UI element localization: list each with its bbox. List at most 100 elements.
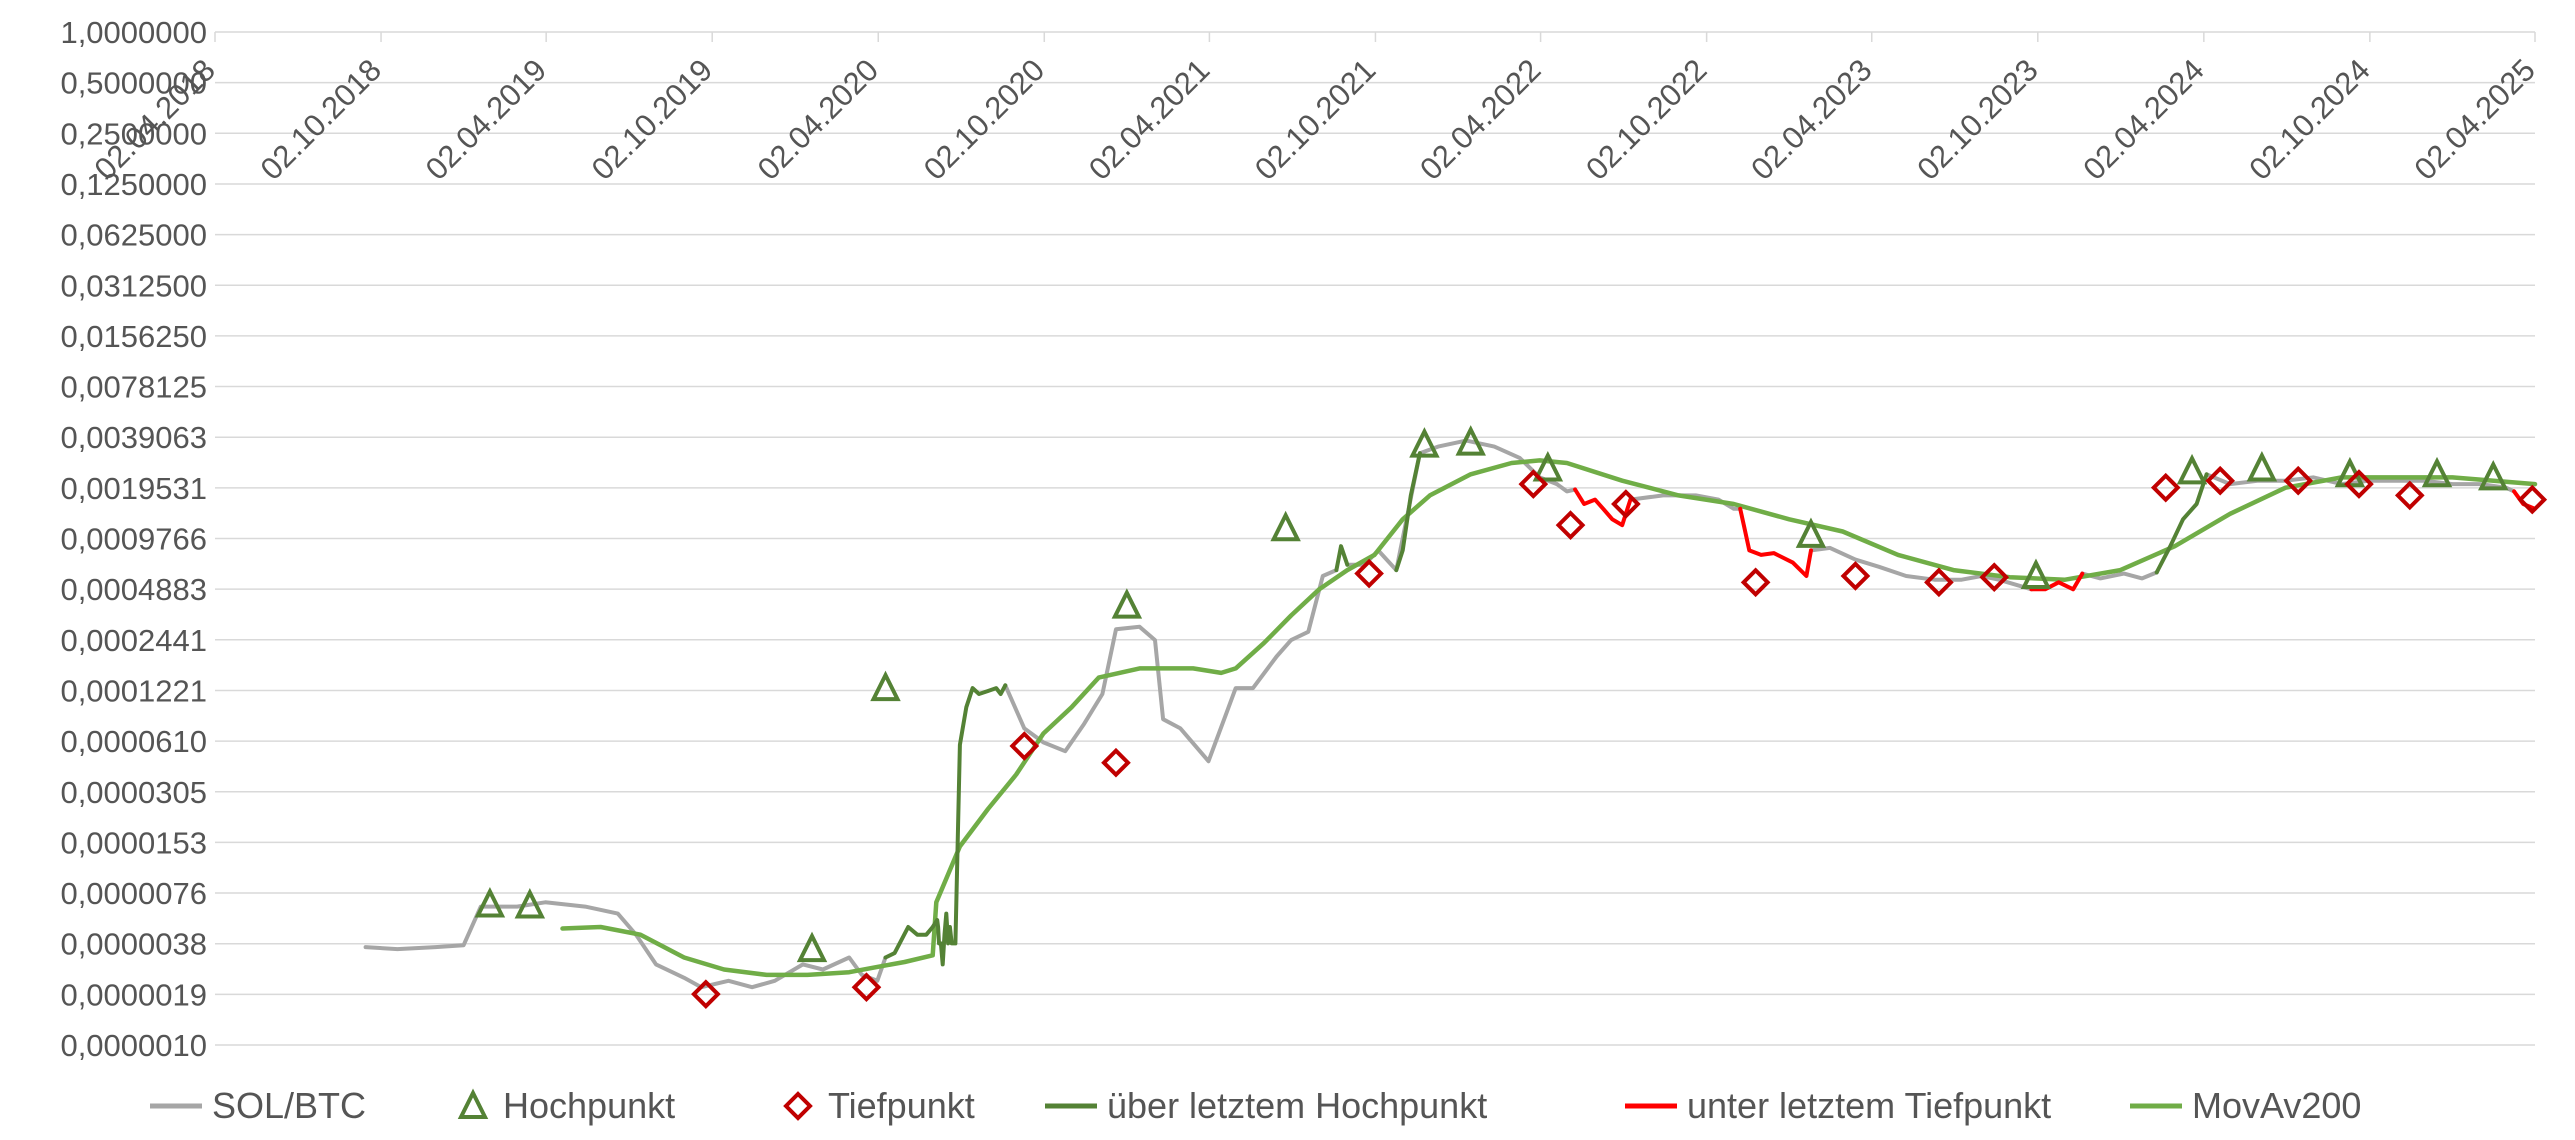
low-point-marker bbox=[1518, 469, 1549, 499]
x-tick-label: 02.10.2024 bbox=[2242, 52, 2376, 186]
low-point-marker bbox=[2344, 469, 2374, 499]
series-line-below-low bbox=[2029, 571, 2085, 592]
low-point-marker bbox=[1924, 567, 1954, 598]
low-point-marker bbox=[1740, 567, 1771, 598]
high-point-marker bbox=[1409, 427, 1440, 458]
high-point-marker bbox=[474, 886, 506, 918]
legend-label: SOL/BTC bbox=[212, 1085, 366, 1126]
series-line-price bbox=[1809, 545, 2034, 592]
legend-item: Hochpunkt bbox=[457, 1085, 675, 1126]
y-tick-label: 0,1250000 bbox=[60, 167, 207, 202]
legend-item: über letztem Hochpunkt bbox=[1045, 1085, 1487, 1126]
high-point-marker bbox=[2246, 450, 2278, 482]
low-point-marker bbox=[2517, 484, 2548, 515]
y-tick-label: 0,0625000 bbox=[60, 218, 207, 253]
markers bbox=[474, 425, 2548, 1010]
y-tick-label: 0,0000038 bbox=[60, 927, 207, 962]
y-axis-tick-labels: 1,0000000 0,5000000 0,2500000 0,1250000 0,06… bbox=[60, 15, 207, 1063]
x-tick-label: 02.04.2022 bbox=[1413, 52, 1547, 186]
series-line-price bbox=[1554, 482, 1578, 494]
y-tick-label: 0,0002441 bbox=[60, 623, 207, 658]
legend-label: Tiefpunkt bbox=[828, 1085, 975, 1126]
x-tick-label: 02.10.2019 bbox=[585, 52, 719, 186]
x-tick-label: 02.04.2021 bbox=[1082, 52, 1216, 186]
low-point-marker bbox=[2394, 480, 2425, 511]
low-point-marker bbox=[2283, 465, 2314, 496]
low-point-marker bbox=[1555, 510, 1586, 540]
legend-label: über letztem Hochpunkt bbox=[1107, 1085, 1487, 1126]
x-axis-tick-labels: 02.04.2018 02.10.2018 02.04.2019 02.10.2019… bbox=[87, 52, 2541, 186]
low-point-marker bbox=[1354, 558, 1384, 589]
high-point-marker bbox=[2176, 453, 2208, 485]
high-point-marker bbox=[2421, 456, 2453, 488]
x-tick-label: 02.10.2023 bbox=[1910, 52, 2044, 186]
series-line-above-high bbox=[1394, 451, 1422, 573]
high-point-marker bbox=[870, 670, 901, 702]
legend-item: Tiefpunkt bbox=[783, 1085, 975, 1126]
high-point-marker bbox=[1795, 517, 1827, 548]
y-tick-label: 0,0009766 bbox=[60, 522, 207, 557]
grid-lines bbox=[214, 31, 2536, 1046]
series-line-price bbox=[1628, 493, 1743, 511]
y-tick-label: 1,0000000 bbox=[60, 15, 207, 50]
low-point-marker bbox=[851, 972, 882, 1003]
low-point-marker bbox=[1840, 561, 1871, 591]
legend-label: Hochpunkt bbox=[503, 1085, 675, 1126]
y-tick-label: 0,0000153 bbox=[60, 825, 207, 860]
high-point-marker bbox=[1532, 450, 1564, 482]
y-tick-label: 0,0004883 bbox=[60, 572, 207, 607]
legend-triangle-swatch bbox=[457, 1088, 489, 1119]
high-point-marker bbox=[514, 888, 546, 919]
high-point-marker bbox=[2020, 558, 2052, 589]
y-tick-label: 0,0000010 bbox=[60, 1028, 207, 1063]
y-tick-label: 0,0001221 bbox=[60, 673, 207, 708]
x-tick-label: 02.04.2023 bbox=[1744, 52, 1878, 186]
y-tick-label: 0,0156250 bbox=[60, 319, 207, 354]
low-point-marker bbox=[1101, 747, 1131, 778]
series-line-movav bbox=[560, 458, 2538, 978]
series-line-below-low bbox=[1573, 487, 1633, 528]
y-tick-label: 0,0000305 bbox=[60, 775, 207, 810]
x-tick-label: 02.04.2024 bbox=[2076, 52, 2210, 186]
low-point-marker bbox=[1009, 731, 1040, 761]
series-line-price bbox=[1003, 568, 1339, 764]
high-point-marker bbox=[2478, 459, 2509, 491]
series-line-above-high bbox=[2154, 472, 2209, 575]
series-lines bbox=[363, 438, 2538, 990]
low-point-marker bbox=[2205, 465, 2235, 496]
x-tick-label: 02.10.2020 bbox=[917, 52, 1051, 186]
high-point-marker bbox=[1111, 588, 1143, 619]
high-point-marker bbox=[1270, 510, 1301, 542]
y-tick-label: 0,5000000 bbox=[60, 66, 207, 101]
x-tick-label: 02.04.2020 bbox=[751, 52, 885, 186]
series-line-price bbox=[363, 900, 888, 990]
x-tick-label: 02.10.2022 bbox=[1579, 52, 1713, 186]
y-tick-label: 0,0000019 bbox=[60, 977, 207, 1012]
x-tick-label: 02.10.2018 bbox=[254, 52, 388, 186]
legend-item: unter letztem Tiefpunkt bbox=[1625, 1085, 2051, 1126]
y-tick-label: 0,0078125 bbox=[60, 370, 207, 405]
legend-diamond-swatch bbox=[783, 1091, 813, 1121]
y-tick-label: 0,0312500 bbox=[60, 268, 207, 303]
legend-item: SOL/BTC bbox=[150, 1085, 366, 1126]
series-line-above-high bbox=[883, 683, 1008, 967]
y-tick-label: 0,0039063 bbox=[60, 420, 207, 455]
low-point-marker bbox=[1979, 562, 2010, 593]
low-point-marker bbox=[1611, 489, 1641, 519]
legend-item: MovAv200 bbox=[2130, 1085, 2361, 1126]
x-tick-label: 02.04.2025 bbox=[2407, 52, 2541, 186]
high-point-marker bbox=[796, 931, 828, 963]
series-line-below-low bbox=[1738, 506, 1813, 578]
high-point-marker bbox=[1455, 425, 1486, 456]
x-tick-label: 02.10.2021 bbox=[1248, 52, 1382, 186]
y-tick-label: 0,2500000 bbox=[60, 116, 207, 151]
y-tick-label: 0,0000610 bbox=[60, 724, 207, 759]
x-tick-label: 02.04.2019 bbox=[419, 52, 553, 186]
y-tick-label: 0,0019531 bbox=[60, 471, 207, 506]
low-point-marker bbox=[691, 979, 721, 1010]
legend-label: unter letztem Tiefpunkt bbox=[1687, 1085, 2051, 1126]
legend: SOL/BTC Hochpunkt Tiefpunkt über letztem Ho… bbox=[150, 1085, 2361, 1126]
series-line-above-high bbox=[1334, 544, 1350, 573]
legend-label: MovAv200 bbox=[2192, 1085, 2361, 1126]
